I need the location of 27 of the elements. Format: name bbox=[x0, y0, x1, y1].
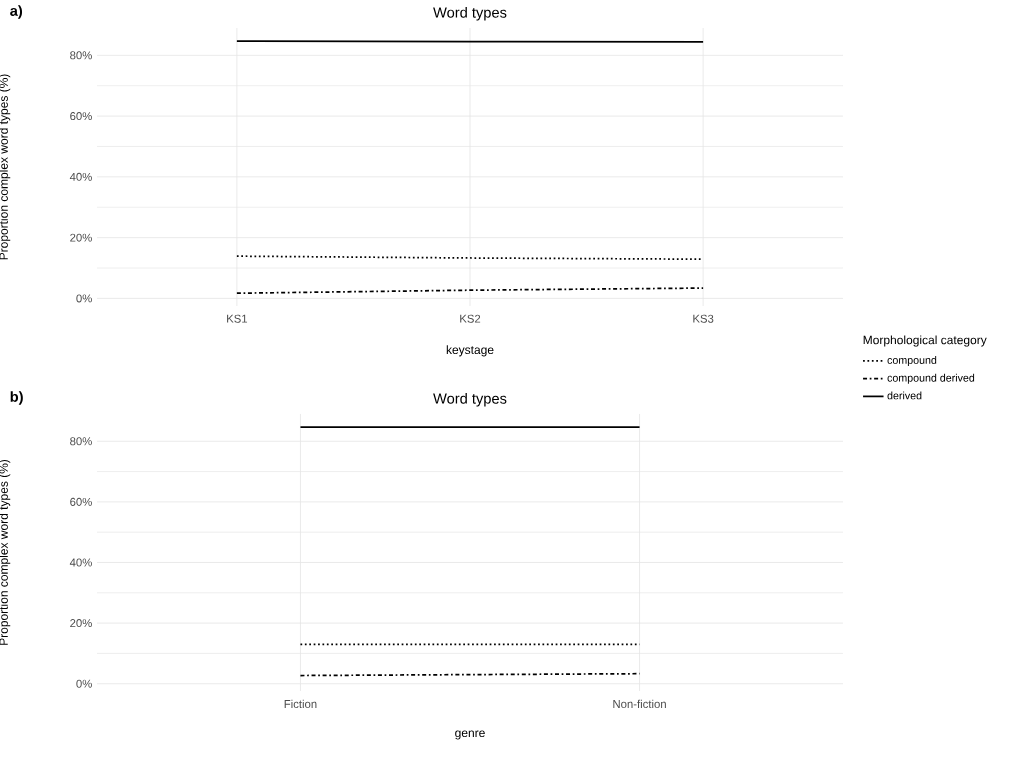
x-tick-label: KS2 bbox=[460, 314, 481, 323]
text: b) bbox=[10, 391, 23, 405]
x-tick-label: KS3 bbox=[693, 314, 714, 323]
text: a) bbox=[10, 5, 23, 19]
y-axis-title: Proportion complex word types (%) bbox=[0, 459, 11, 645]
legend-title: Morphological category bbox=[863, 335, 987, 347]
y-tick-label: 60% bbox=[70, 497, 92, 506]
legend-label: compound derived bbox=[887, 373, 975, 384]
x-axis-title: keystage bbox=[446, 345, 494, 357]
y-tick-label: 0% bbox=[76, 679, 92, 688]
y-tick-label: 40% bbox=[69, 172, 92, 181]
x-tick-label: KS1 bbox=[227, 314, 248, 323]
legend-label: derived bbox=[887, 391, 922, 400]
y-tick-label: 20% bbox=[70, 233, 92, 242]
y-tick-label: 80% bbox=[70, 437, 92, 446]
y-tick-label: 80% bbox=[70, 51, 92, 60]
x-tick-label: Fiction bbox=[284, 699, 317, 709]
y-tick-label: 20% bbox=[70, 619, 92, 628]
chart-title: Word types bbox=[433, 392, 507, 407]
y-axis-title: Proportion complex word types (%) bbox=[0, 74, 11, 260]
legend-label: compound bbox=[887, 356, 937, 367]
y-tick-label: 60% bbox=[70, 112, 92, 121]
chart-title: Word types bbox=[433, 6, 507, 21]
x-axis-title: genre bbox=[455, 730, 485, 740]
x-tick-label: Non-fiction bbox=[613, 699, 666, 709]
y-tick-label: 0% bbox=[76, 294, 92, 303]
y-tick-label: 40% bbox=[69, 558, 92, 567]
